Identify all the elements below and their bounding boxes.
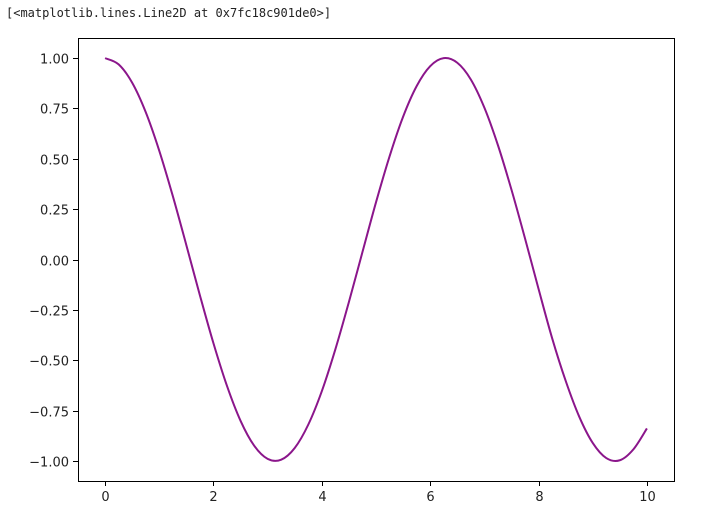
y-tick-label: 1.00 <box>40 53 69 68</box>
x-tick-label: 10 <box>639 490 656 505</box>
y-tick-label: −0.25 <box>29 305 69 320</box>
y-tick-label: 0.25 <box>40 204 69 219</box>
y-tick-label: 0.00 <box>40 255 69 270</box>
x-tick-label: 2 <box>209 490 217 505</box>
cosine-line <box>104 57 648 462</box>
y-tick-label: −0.75 <box>29 406 69 421</box>
y-tick-label: 0.50 <box>40 154 69 169</box>
x-tick-label: 6 <box>426 490 434 505</box>
x-tick-label: 4 <box>318 490 326 505</box>
x-tick-label: 0 <box>101 490 109 505</box>
y-tick-label: −0.50 <box>29 355 69 370</box>
cell-output-text: [<matplotlib.lines.Line2D at 0x7fc18c901… <box>6 6 332 20</box>
x-tick-label: 8 <box>535 490 543 505</box>
y-tick-label: 0.75 <box>40 103 69 118</box>
axes-frame <box>78 38 675 482</box>
y-tick-label: −1.00 <box>29 456 69 471</box>
